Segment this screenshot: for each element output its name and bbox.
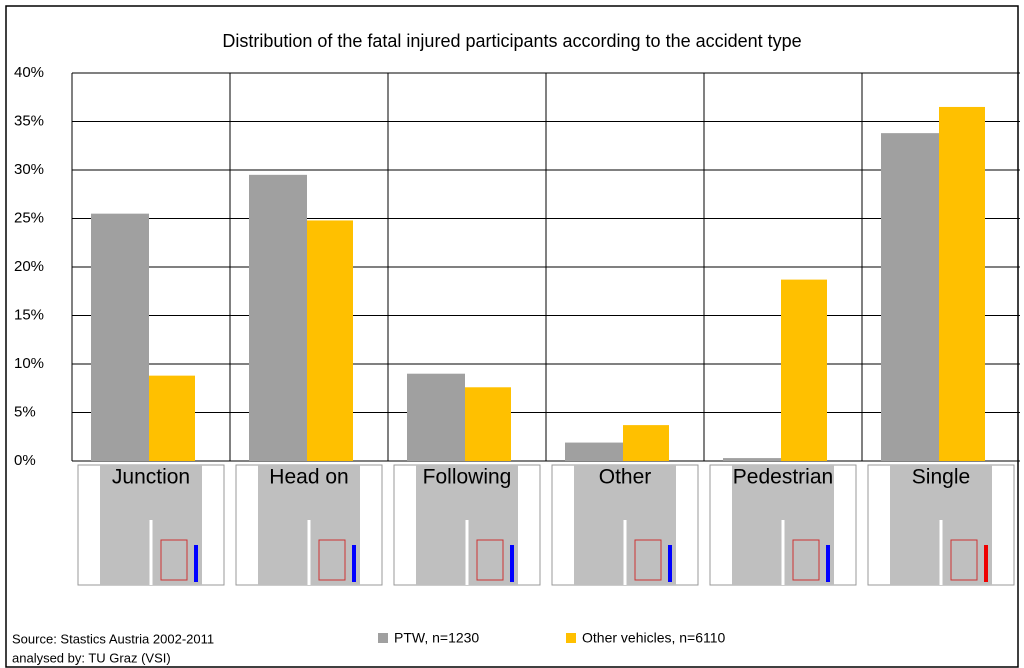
source-line: Source: Stastics Austria 2002-2011 <box>12 631 214 646</box>
category-label: Junction <box>112 466 190 489</box>
icon-car <box>476 539 504 581</box>
icon-car <box>950 539 978 581</box>
category-label: Pedestrian <box>733 466 833 489</box>
y-tick-label: 40% <box>14 64 44 81</box>
chart-title: Distribution of the fatal injured partic… <box>222 31 801 51</box>
category-label: Head on <box>269 466 348 489</box>
y-tick-label: 20% <box>14 258 44 275</box>
y-tick-label: 0% <box>14 452 36 469</box>
bar <box>407 373 465 461</box>
y-tick-label: 25% <box>14 209 44 226</box>
bar <box>465 387 511 461</box>
icon-car <box>792 539 820 581</box>
bar <box>723 458 781 461</box>
bar <box>623 425 669 461</box>
y-tick-label: 10% <box>14 355 44 372</box>
bar <box>881 133 939 461</box>
icon-car <box>160 539 188 581</box>
bar <box>249 174 307 461</box>
y-tick-label: 15% <box>14 306 44 323</box>
bar <box>149 375 195 461</box>
source-line: analysed by: TU Graz (VSI) <box>12 650 171 665</box>
legend-label: Other vehicles, n=6110 <box>582 630 726 646</box>
legend-label: PTW, n=1230 <box>394 630 479 646</box>
legend-swatch <box>378 633 388 643</box>
category-label: Following <box>423 466 512 489</box>
legend-swatch <box>566 633 576 643</box>
icon-car <box>634 539 662 581</box>
category-label: Other <box>599 466 652 489</box>
bar <box>781 279 827 461</box>
bar <box>565 442 623 461</box>
bar <box>939 106 985 461</box>
icon-car <box>318 539 346 581</box>
y-tick-label: 30% <box>14 161 44 178</box>
bar <box>91 213 149 461</box>
y-tick-label: 5% <box>14 403 36 420</box>
bar <box>307 220 353 461</box>
y-tick-label: 35% <box>14 112 44 129</box>
category-label: Single <box>912 466 970 489</box>
